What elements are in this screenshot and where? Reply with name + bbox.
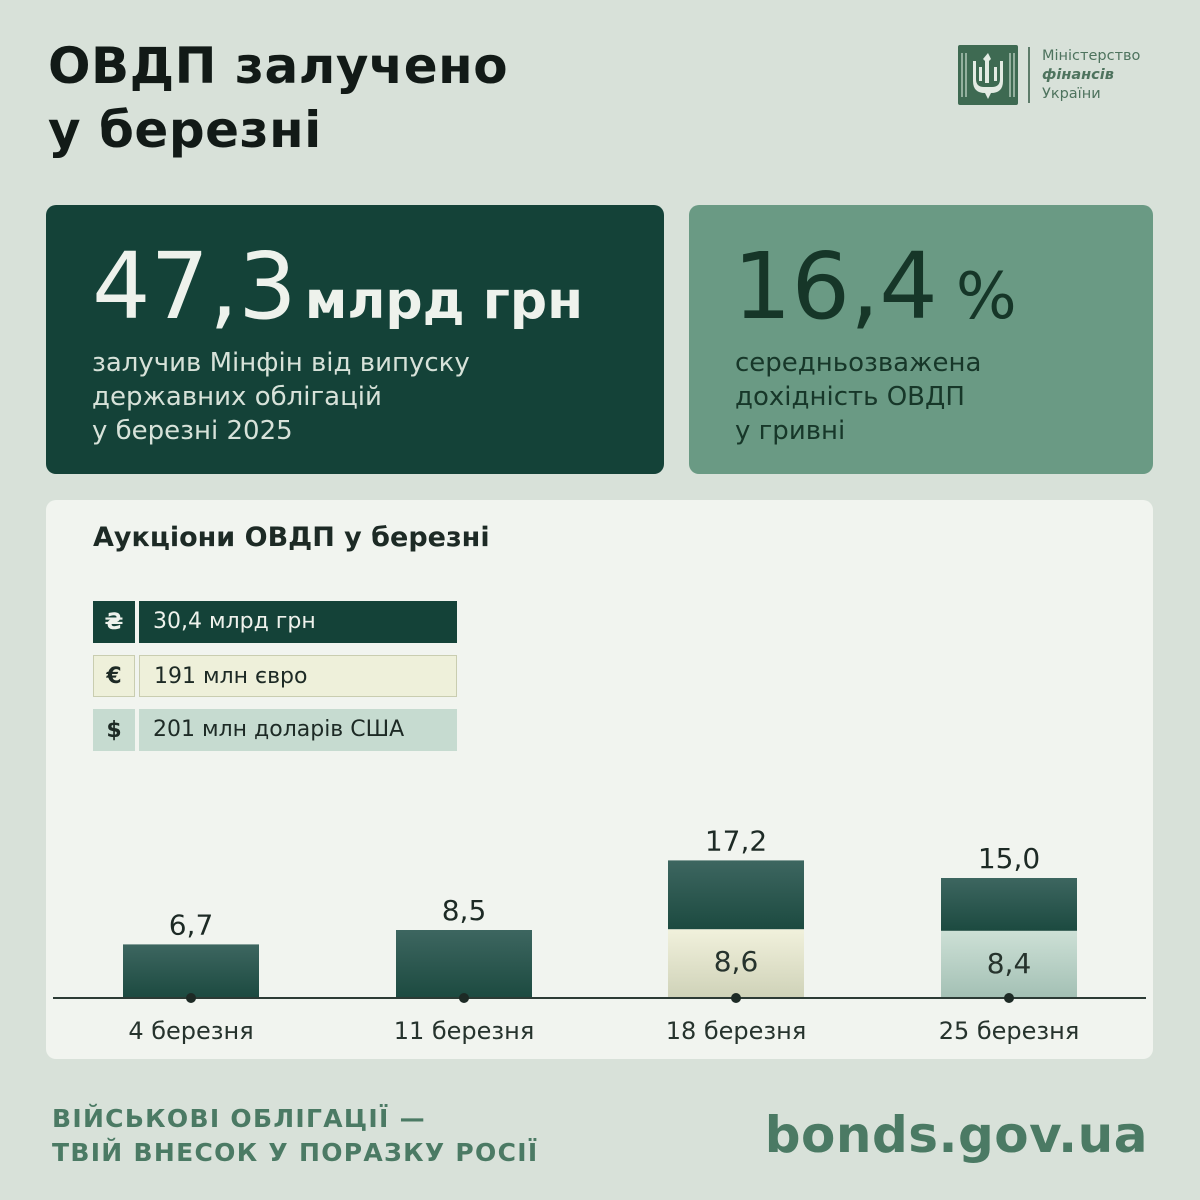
total-raised-value: 47,3 млрд грн — [92, 237, 583, 351]
x-tick-label-1: 4 березня — [128, 1017, 253, 1045]
bar-segment-uah-2 — [396, 930, 532, 998]
x-tick-dot-3 — [731, 993, 741, 1003]
page-title-line-1: ОВДП залучено — [48, 37, 509, 95]
euro-icon: € — [93, 655, 135, 697]
yield-unit: % — [955, 260, 1017, 334]
auctions-chart-panel: 6,7 4 березня 8,5 11 березня 8,6 17,2 18 берез… — [46, 500, 1153, 1059]
hryvnia-icon: ₴ — [93, 601, 135, 643]
footer-slogan-line-1: ВІЙСЬКОВІ ОБЛІГАЦІЇ — — [52, 1104, 426, 1133]
yield-value: 16,4% — [733, 237, 1017, 347]
bar-segment-uah-4 — [941, 878, 1077, 931]
auctions-chart: 6,7 4 березня 8,5 11 березня 8,6 17,2 18 берез… — [53, 824, 1146, 1045]
total-raised-unit: млрд грн — [304, 271, 584, 331]
bar-segment-uah-3 — [668, 860, 804, 930]
bar-segment-usd-4 — [941, 930, 1077, 998]
trident-emblem-icon — [958, 45, 1018, 105]
total-raised-text-1: залучив Мінфін від випуску — [92, 348, 470, 378]
bar-segment-uah-1 — [123, 944, 259, 998]
page-title: ОВДП залучено у березні — [48, 34, 508, 162]
yield-text-3: у гривні — [735, 416, 846, 446]
bar-total-label-1: 6,7 — [169, 908, 214, 941]
legend-label-usd: 201 млн доларів США — [139, 709, 457, 751]
total-raised-description: залучив Мінфін від випуску державних обл… — [92, 346, 470, 448]
total-raised-card: 47,3 млрд грн залучив Мінфін від випуску … — [46, 205, 664, 474]
logo-line-3: України — [1042, 86, 1101, 102]
legend-item-uah: ₴ 30,4 млрд грн — [93, 601, 458, 643]
yield-number: 16,4 — [733, 233, 938, 340]
legend-label-eur: 191 млн євро — [139, 655, 457, 697]
yield-text-2: дохідність ОВДП — [735, 382, 965, 412]
segment-label-3: 8,6 — [714, 945, 759, 978]
footer-website-link[interactable]: bonds.gov.ua — [764, 1106, 1148, 1164]
legend-item-eur: € 191 млн євро — [93, 655, 458, 697]
bar-total-label-2: 8,5 — [442, 894, 487, 927]
yield-text-1: середньозважена — [735, 348, 982, 378]
bar-total-label-4: 15,0 — [978, 842, 1040, 875]
logo-line-1: Міністерство — [1042, 48, 1141, 64]
yield-card: 16,4% середньозважена дохідність ОВДП у … — [689, 205, 1153, 474]
logo-text: Міністерство фінансів України — [1042, 47, 1140, 104]
x-tick-label-3: 18 березня — [666, 1017, 807, 1045]
page-title-line-2: у березні — [48, 101, 322, 159]
dollar-icon: $ — [93, 709, 135, 751]
bar-segment-eur-3 — [668, 929, 804, 998]
yield-description: середньозважена дохідність ОВДП у гривні — [735, 346, 981, 448]
total-raised-number: 47,3 — [92, 233, 297, 340]
x-tick-label-4: 25 березня — [939, 1017, 1080, 1045]
logo-line-2: фінансів — [1042, 67, 1114, 83]
x-tick-label-2: 11 березня — [394, 1017, 535, 1045]
bar-total-label-3: 17,2 — [705, 824, 767, 857]
ministry-logo: Міністерство фінансів України — [958, 45, 1158, 105]
segment-label-4: 8,4 — [987, 947, 1032, 980]
total-raised-text-3: у березні 2025 — [92, 416, 293, 446]
chart-title: Аукціони ОВДП у березні — [93, 522, 490, 553]
logo-divider — [1028, 47, 1030, 103]
x-tick-dot-4 — [1004, 993, 1014, 1003]
x-tick-dot-1 — [186, 993, 196, 1003]
footer-slogan-line-2: ТВІЙ ВНЕСОК У ПОРАЗКУ РОСІЇ — [52, 1138, 539, 1167]
footer-slogan: ВІЙСЬКОВІ ОБЛІГАЦІЇ — ТВІЙ ВНЕСОК У ПОРА… — [52, 1102, 538, 1170]
legend-label-uah: 30,4 млрд грн — [139, 601, 457, 643]
legend-item-usd: $ 201 млн доларів США — [93, 709, 458, 751]
total-raised-text-2: державних облігацій — [92, 382, 382, 412]
x-tick-dot-2 — [459, 993, 469, 1003]
